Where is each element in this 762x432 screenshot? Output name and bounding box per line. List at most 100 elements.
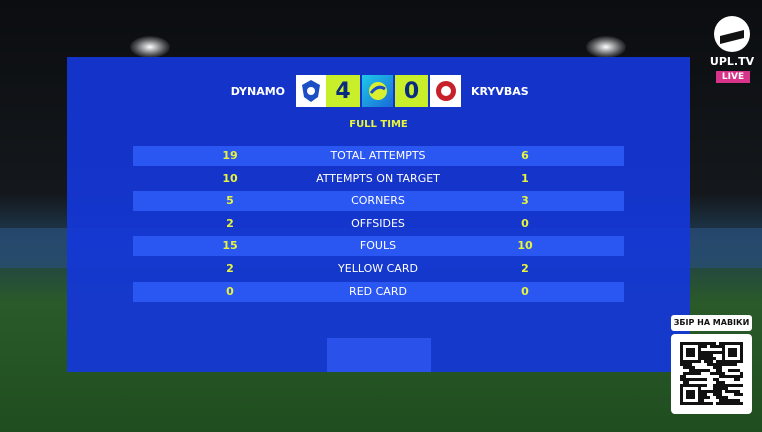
qr-module — [710, 363, 713, 366]
qr-module — [680, 393, 683, 396]
qr-module — [719, 345, 722, 348]
upl-logo — [714, 16, 750, 52]
qr-module — [716, 378, 719, 381]
qr-module — [680, 402, 683, 405]
qr-module — [695, 342, 698, 345]
stat-row: 19 TOTAL ATTEMPTS 6 — [133, 146, 624, 166]
logo-icon — [302, 80, 320, 102]
qr-module — [737, 342, 740, 345]
qr-module — [731, 402, 734, 405]
qr-module — [686, 348, 689, 351]
qr-module — [728, 342, 731, 345]
qr-module — [704, 378, 707, 381]
qr-module — [683, 378, 686, 381]
qr-module — [716, 381, 719, 384]
qr-module — [704, 351, 707, 354]
qr-module — [686, 354, 689, 357]
qr-module — [716, 384, 719, 387]
qr-module — [719, 381, 722, 384]
stat-row: 2 YELLOW CARD 2 — [133, 259, 624, 279]
qr-module — [698, 342, 701, 345]
qr-module — [698, 384, 701, 387]
qr-module — [719, 393, 722, 396]
qr-module — [692, 396, 695, 399]
qr-module — [725, 375, 728, 378]
qr-module — [686, 342, 689, 345]
qr-module — [686, 372, 689, 375]
qr-module — [728, 375, 731, 378]
stat-row: 15 FOULS 10 — [133, 236, 624, 257]
qr-module — [680, 375, 683, 378]
qr-module — [689, 354, 692, 357]
away-value: 0 — [521, 216, 529, 230]
qr-module — [704, 396, 707, 399]
qr-module — [740, 402, 743, 405]
home-score: 4 — [326, 75, 360, 107]
qr-module — [707, 363, 710, 366]
qr-module — [716, 393, 719, 396]
qr-module — [716, 360, 719, 363]
qr-module — [731, 342, 734, 345]
qr-module — [719, 399, 722, 402]
qr-module — [728, 351, 731, 354]
qr-module — [725, 360, 728, 363]
home-logo — [296, 75, 326, 107]
qr-module — [707, 351, 710, 354]
qr-module — [734, 393, 737, 396]
qr-module — [710, 390, 713, 393]
qr-module — [713, 345, 716, 348]
broadcaster-name: UPL.TV — [709, 55, 755, 68]
qr-module — [683, 402, 686, 405]
qr-module — [680, 348, 683, 351]
home-value: 10 — [222, 171, 238, 185]
qr-module — [734, 348, 737, 351]
qr-module — [734, 390, 737, 393]
qr-module — [689, 390, 692, 393]
qr-module — [722, 354, 725, 357]
qr-module — [704, 345, 707, 348]
qr-module — [716, 369, 719, 372]
qr-module — [686, 384, 689, 387]
qr-module — [680, 387, 683, 390]
qr-module — [722, 384, 725, 387]
qr-module — [698, 345, 701, 348]
qr-module — [689, 342, 692, 345]
qr-module — [734, 378, 737, 381]
qr-module — [683, 360, 686, 363]
qr-module — [698, 369, 701, 372]
qr-module — [731, 384, 734, 387]
logo-icon — [435, 81, 456, 101]
qr-module — [728, 348, 731, 351]
qr-module — [680, 378, 683, 381]
qr-module — [698, 360, 701, 363]
qr-module — [689, 402, 692, 405]
qr-module — [734, 369, 737, 372]
away-value: 3 — [521, 194, 529, 208]
qr-module — [689, 396, 692, 399]
qr-module — [701, 357, 704, 360]
qr-module — [695, 384, 698, 387]
qr-module — [734, 363, 737, 366]
qr-module — [713, 357, 716, 360]
qr-module — [689, 372, 692, 375]
stat-label: RED CARD — [349, 284, 407, 298]
qr-module — [689, 393, 692, 396]
qr-module — [683, 363, 686, 366]
away-value: 1 — [521, 171, 529, 185]
qr-module — [740, 372, 743, 375]
qr-module — [695, 402, 698, 405]
qr-module — [707, 396, 710, 399]
qr-module — [680, 345, 683, 348]
qr-module — [686, 396, 689, 399]
qr-module — [704, 357, 707, 360]
qr-module — [692, 342, 695, 345]
qr-module — [719, 369, 722, 372]
qr-module — [740, 357, 743, 360]
qr-module — [692, 354, 695, 357]
qr-module — [719, 375, 722, 378]
logo-icon — [368, 82, 387, 100]
qr-module — [713, 363, 716, 366]
qr-module — [725, 396, 728, 399]
qr-module — [731, 363, 734, 366]
